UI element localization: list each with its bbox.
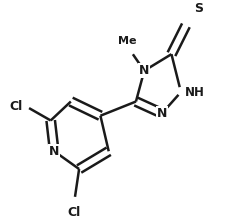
Text: Cl: Cl (68, 206, 81, 219)
Text: Me: Me (118, 36, 137, 46)
Text: NH: NH (184, 85, 204, 99)
Text: N: N (157, 107, 167, 120)
Text: Cl: Cl (9, 100, 22, 113)
Text: N: N (49, 145, 59, 158)
Text: S: S (194, 2, 203, 15)
Text: N: N (139, 64, 150, 77)
